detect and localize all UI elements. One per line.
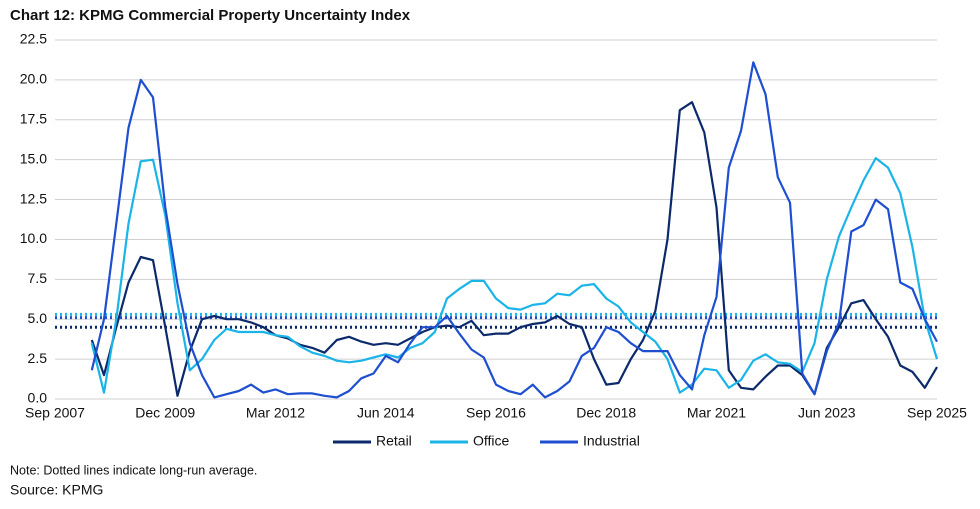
note: Note: Dotted lines indicate long-run ave… (10, 463, 257, 477)
y-tick-label: 20.0 (20, 71, 47, 87)
y-tick-label: 17.5 (20, 110, 47, 126)
x-tick-label: Jun 2023 (798, 405, 856, 421)
x-tick-label: Sep 2025 (907, 405, 967, 421)
series-line (90, 157, 939, 394)
y-tick-label: 15.0 (20, 150, 47, 166)
x-tick-label: Jun 2014 (357, 405, 415, 421)
source: Source: KPMG (10, 482, 103, 498)
y-tick-label: 7.5 (28, 270, 48, 286)
x-tick-label: Mar 2012 (246, 405, 305, 421)
y-tick-label: 10.0 (20, 230, 47, 246)
series-line (90, 61, 938, 399)
x-tick-label: Mar 2021 (687, 405, 746, 421)
y-tick-label: 5.0 (28, 310, 48, 326)
x-tick-label: Sep 2016 (466, 405, 526, 421)
y-tick-label: 12.5 (20, 190, 47, 206)
x-tick-label: Sep 2007 (25, 405, 85, 421)
chart-title: Chart 12: KPMG Commercial Property Uncer… (10, 7, 411, 24)
x-tick-label: Dec 2018 (576, 405, 636, 421)
legend-label: Office (473, 433, 510, 449)
legend-label: Industrial (583, 433, 640, 449)
legend-label: Retail (376, 433, 412, 449)
series-line (90, 101, 938, 397)
x-tick-label: Dec 2009 (135, 405, 195, 421)
y-tick-label: 2.5 (28, 350, 48, 366)
y-tick-label: 0.0 (28, 390, 48, 406)
y-tick-label: 22.5 (20, 31, 47, 47)
